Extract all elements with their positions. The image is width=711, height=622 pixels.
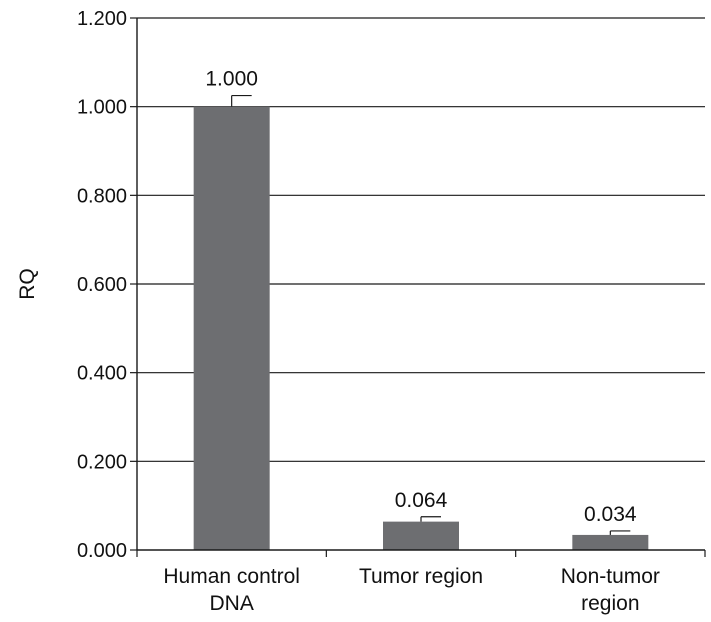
y-tick-label-1: 0.200 <box>77 451 127 473</box>
bar-1 <box>383 521 459 550</box>
y-tick-label-5: 1.000 <box>77 97 127 119</box>
bars <box>193 106 649 551</box>
y-axis-ticks: 0.000 0.200 0.400 0.600 0.800 1.000 1.200 <box>77 8 706 562</box>
y-tick-label-3: 0.600 <box>77 274 127 296</box>
bar-2 <box>572 534 649 550</box>
error-bars <box>231 94 631 535</box>
y-tick-label-2: 0.400 <box>77 363 127 385</box>
category-label-0-line-0: Human control <box>163 565 300 588</box>
y-tick-label-0: 0.000 <box>77 540 127 562</box>
y-tick-label-4: 0.800 <box>77 185 127 207</box>
category-label-1-line-0: Tumor region <box>359 565 483 588</box>
x-axis-category-labels: Human control DNA Tumor region Non-tumor reg… <box>163 565 660 615</box>
y-tick-label-6: 1.200 <box>77 8 127 30</box>
data-labels: 1.000 0.064 0.034 <box>205 68 637 526</box>
y-axis-title: RQ <box>16 268 39 300</box>
category-label-2-line-0: Non-tumor <box>561 565 660 588</box>
data-label-2: 0.034 <box>584 503 637 526</box>
category-label-0-line-1: DNA <box>209 592 253 615</box>
bar-0 <box>193 106 270 551</box>
category-label-2-line-1: region <box>581 592 639 615</box>
data-label-0: 1.000 <box>205 68 258 91</box>
data-label-1: 0.064 <box>395 489 448 512</box>
